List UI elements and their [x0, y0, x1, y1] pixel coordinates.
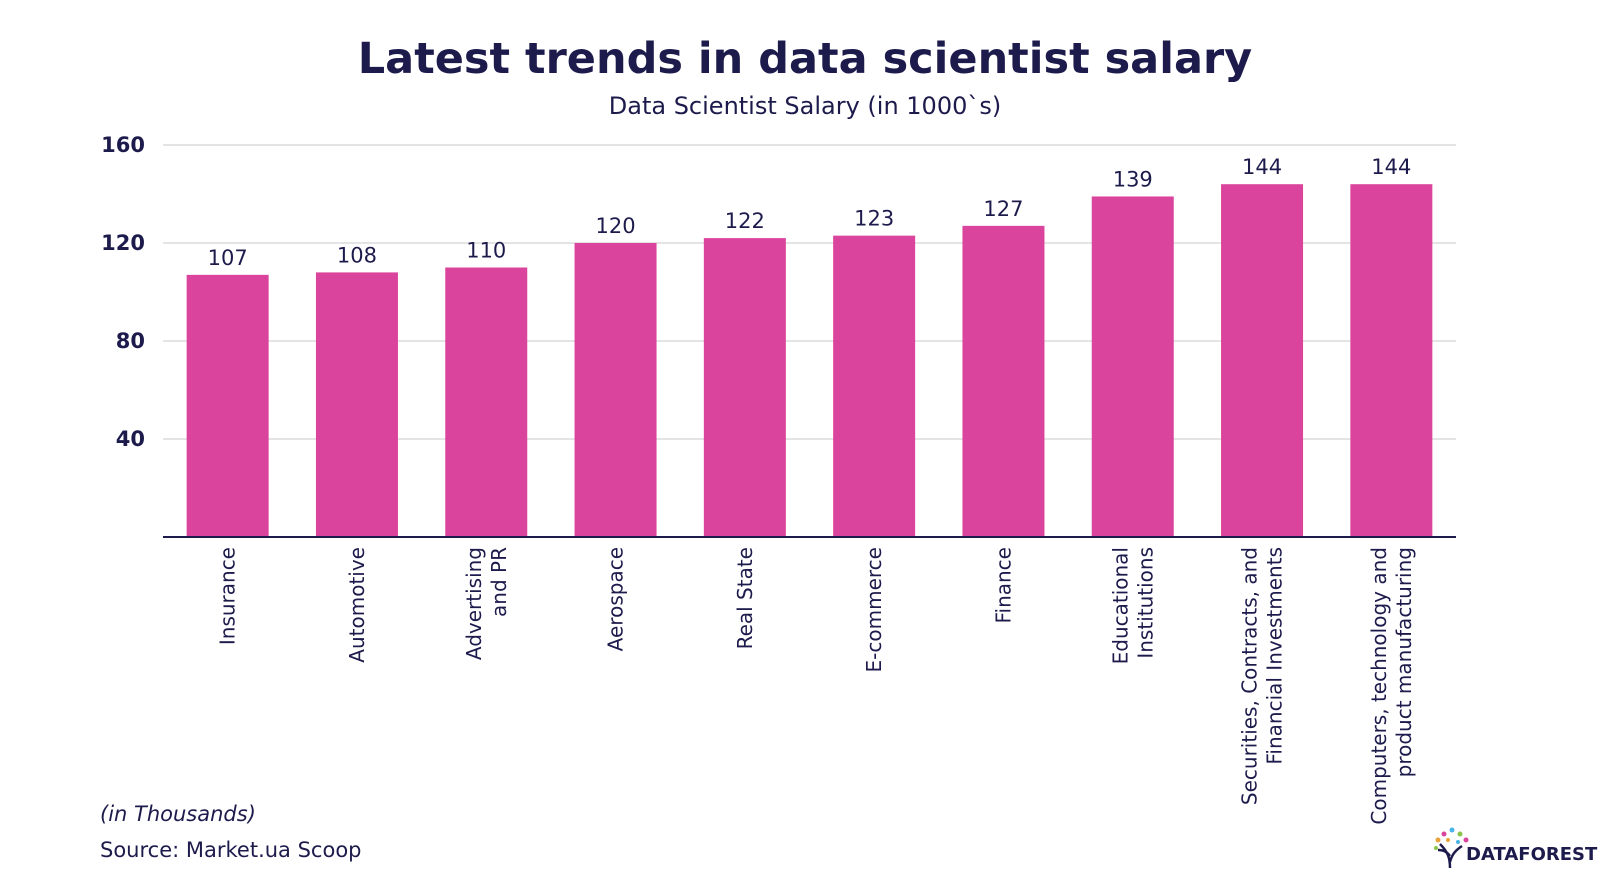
x-tick-label: Institutions	[1133, 547, 1157, 659]
y-tick-label: 160	[101, 133, 145, 157]
logo-text: DATAFOREST	[1466, 844, 1598, 865]
x-tick-label: Advertising	[462, 547, 486, 660]
x-tick-label: Educational	[1108, 547, 1132, 664]
x-tick-label: and PR	[487, 547, 511, 617]
units-note: (in Thousands)	[100, 802, 256, 826]
data-label: 127	[983, 197, 1023, 221]
x-tick-label: Aerospace	[604, 547, 628, 651]
data-label: 139	[1113, 167, 1153, 191]
chart-title: Latest trends in data scientist salary	[357, 34, 1253, 84]
bar	[186, 274, 269, 537]
x-tick-label: Finance	[991, 547, 1015, 624]
bar	[445, 267, 528, 537]
x-tick-label: E-commerce	[862, 547, 886, 672]
x-tick-label: Computers, technology and	[1367, 547, 1391, 825]
x-tick-label: product manufacturing	[1392, 547, 1416, 777]
data-label: 123	[854, 207, 894, 231]
x-tick-label: Securities, Contracts, and	[1238, 547, 1262, 805]
data-label: 107	[208, 246, 248, 270]
data-label: 144	[1371, 155, 1411, 179]
data-label: 122	[725, 209, 765, 233]
x-tick-label: Financial Investments	[1263, 547, 1287, 765]
y-tick-label: 80	[116, 329, 145, 353]
bar	[1091, 196, 1174, 537]
bar	[315, 272, 398, 537]
bar	[1350, 184, 1433, 537]
y-tick-label: 120	[101, 231, 145, 255]
x-tick-label: Insurance	[216, 547, 240, 645]
chart-subtitle: Data Scientist Salary (in 1000`s)	[608, 92, 1002, 120]
y-tick-label: 40	[116, 427, 145, 451]
data-label: 144	[1242, 155, 1282, 179]
source-note: Source: Market.ua Scoop	[100, 838, 362, 862]
data-label: 110	[466, 239, 506, 263]
x-tick-label: Automotive	[345, 547, 369, 663]
bar	[962, 225, 1045, 537]
dataforest-logo: DATAFOREST	[1432, 822, 1597, 872]
bar	[574, 243, 657, 537]
bar	[703, 238, 786, 537]
tree-icon	[1434, 827, 1469, 869]
data-label: 108	[337, 243, 377, 267]
bar	[833, 235, 916, 537]
bar	[1221, 184, 1304, 537]
data-label: 120	[596, 214, 636, 238]
x-tick-label: Real State	[733, 547, 757, 649]
